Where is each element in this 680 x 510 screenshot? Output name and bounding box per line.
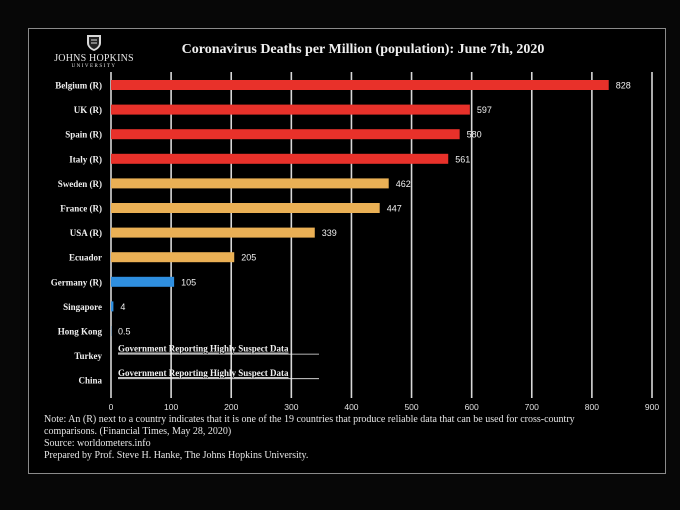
chart-title: Coronavirus Deaths per Million (populati…	[181, 42, 545, 57]
bar	[111, 80, 609, 90]
category-label: Hong Kong	[58, 327, 103, 337]
value-label: 0.5	[118, 327, 131, 337]
bar	[111, 203, 380, 213]
university-logo: JOHNS HOPKINS UNIVERSITY	[52, 34, 136, 69]
shield-icon	[87, 35, 101, 51]
value-label: 462	[396, 179, 411, 189]
bar	[111, 227, 315, 238]
x-tick-label: 0	[109, 402, 114, 412]
bar	[111, 326, 112, 336]
bar	[111, 178, 389, 189]
x-tick-label: 700	[525, 402, 539, 412]
bar	[111, 104, 470, 115]
value-label: 561	[455, 154, 470, 164]
bar	[111, 276, 175, 287]
x-tick-label: 800	[585, 402, 599, 412]
value-label: 597	[477, 105, 492, 115]
x-tick-label: 200	[224, 402, 238, 412]
category-label: Belgium (R)	[55, 81, 102, 91]
category-label: China	[78, 376, 102, 386]
value-label: 580	[467, 130, 482, 140]
category-label: Ecuador	[69, 253, 102, 263]
value-label: 105	[181, 277, 196, 287]
x-tick-label: 500	[404, 402, 418, 412]
category-label: Turkey	[74, 351, 102, 361]
bar	[111, 301, 114, 312]
category-label: UK (R)	[74, 105, 102, 115]
suspect-data-annotation: Government Reporting Highly Suspect Data	[118, 344, 289, 354]
category-label: Germany (R)	[51, 277, 102, 287]
value-label: 339	[322, 228, 337, 238]
x-tick-label: 100	[164, 402, 178, 412]
category-label: Spain (R)	[65, 130, 102, 140]
note-line-3: Source: worldometers.info	[44, 438, 151, 449]
logo-line-2: UNIVERSITY	[71, 64, 117, 69]
value-label: 828	[616, 81, 631, 91]
category-label: France (R)	[60, 204, 102, 214]
note-line-1: Note: An (R) next to a country indicates…	[44, 414, 575, 425]
value-label: 447	[387, 204, 402, 214]
category-label: Singapore	[63, 302, 102, 312]
suspect-data-annotation: Government Reporting Highly Suspect Data	[118, 368, 289, 378]
bar	[111, 129, 460, 140]
x-tick-label: 300	[284, 402, 298, 412]
chart-frame	[28, 28, 666, 474]
value-label: 205	[241, 253, 256, 263]
note-line-4: Prepared by Prof. Steve H. Hanke, The Jo…	[44, 450, 309, 461]
note-line-2: comparisons. (Financial Times, May 28, 2…	[44, 426, 232, 437]
x-tick-label: 900	[645, 402, 659, 412]
logo-line-1: JOHNS HOPKINS	[54, 53, 134, 64]
category-label: USA (R)	[70, 228, 102, 238]
x-tick-label: 600	[465, 402, 479, 412]
bar	[111, 153, 449, 164]
category-label: Italy (R)	[69, 154, 102, 164]
chart-notes: Note: An (R) next to a country indicates…	[44, 414, 644, 462]
category-label: Sweden (R)	[58, 179, 102, 189]
value-label: 4	[120, 302, 125, 312]
x-tick-label: 400	[344, 402, 358, 412]
bar	[111, 252, 235, 263]
